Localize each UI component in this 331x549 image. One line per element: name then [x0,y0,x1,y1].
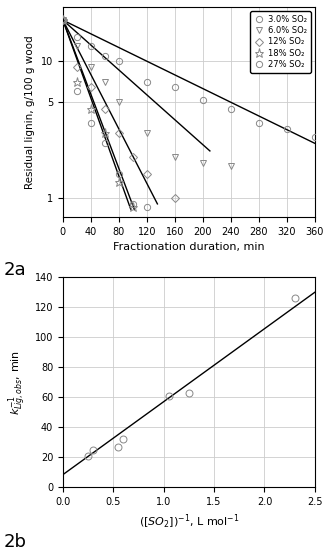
Y-axis label: Residual lignin, g/100 g wood: Residual lignin, g/100 g wood [25,35,35,189]
Y-axis label: $k^{-1}_{Lig,obs}$, min: $k^{-1}_{Lig,obs}$, min [7,350,29,415]
X-axis label: $([SO_2])^{-1}$, L mol$^{-1}$: $([SO_2])^{-1}$, L mol$^{-1}$ [139,513,239,531]
Text: 2b: 2b [3,533,26,549]
Legend: 3.0% SO₂, 6.0% SO₂, 12% SO₂, 18% SO₂, 27% SO₂: 3.0% SO₂, 6.0% SO₂, 12% SO₂, 18% SO₂, 27… [250,11,311,73]
Text: 2a: 2a [3,261,26,279]
X-axis label: Fractionation duration, min: Fractionation duration, min [113,243,265,253]
